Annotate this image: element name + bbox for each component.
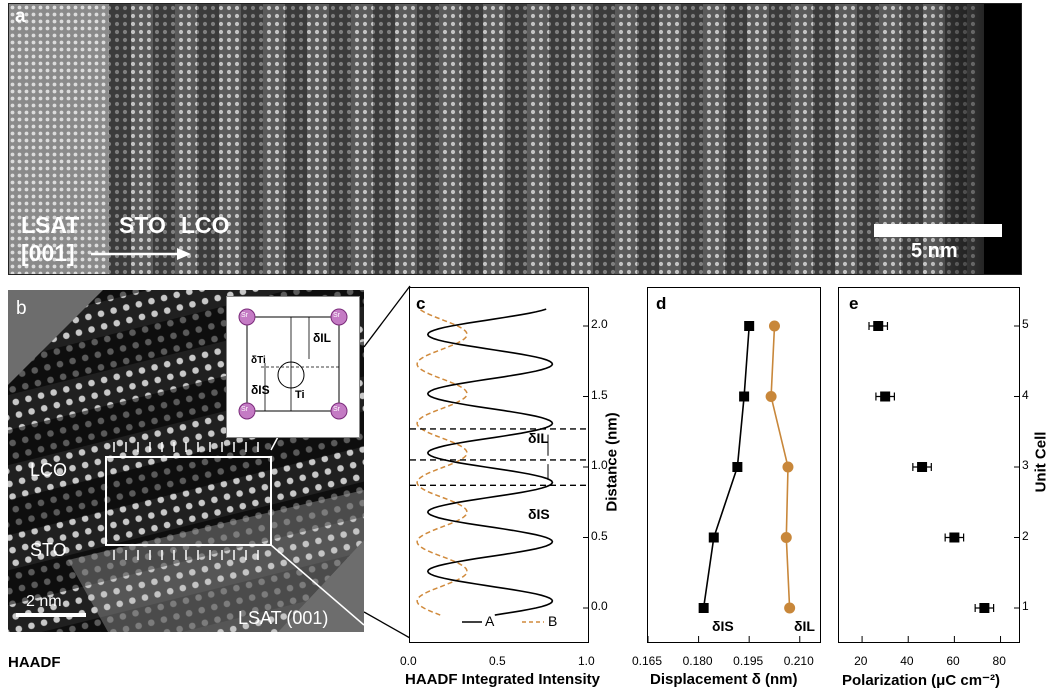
d-series-0-point-0 [698,603,709,613]
scalebar-a [874,224,1002,237]
c-xtick-0: 0.0 [400,654,417,668]
e-point-2 [917,462,928,472]
e-ylabel: Unit Cell [1032,431,1050,493]
d-legend-il: δIL [794,618,815,634]
d-series-1-point-3 [765,391,777,402]
ti-label: Ti [295,389,305,401]
label-lsat-b: LSAT (001) [238,608,329,628]
d-series-0-point-4 [744,321,755,331]
label-sto: STO [119,212,166,238]
legend-a-label: A [485,613,495,629]
panel-e-plot: e [838,287,1020,643]
d-series-0-point-1 [708,532,719,543]
d-xtick-row: 0.165 0.180 0.195 0.210 [632,654,819,670]
e-ytick-3: 4 [1022,387,1029,402]
c-xtick-1: 0.5 [489,654,506,668]
legend-a-line [462,621,482,623]
haadf-image-panel-b: b LCO STO LSAT (001) 2 nm Sr Sr Sr Sr δI… [8,290,364,632]
e-xlabel: Polarization (μC cm⁻²) [842,672,1000,689]
c-ylabel: Distance (nm) [603,412,621,512]
panel-c-letter: c [416,294,426,313]
d-series-1-point-4 [768,320,780,332]
d-series-1-point-2 [782,461,794,473]
label-sto-b: STO [30,540,67,560]
panel-d-letter: d [656,294,667,313]
d-xtick-2: 0.195 [733,654,764,668]
polarization-chart [861,321,1019,642]
zoom-lines [364,285,411,639]
d-xtick-1: 0.180 [682,654,713,668]
panel-b-caption: HAADF [8,654,61,671]
e-xtick-2: 60 [946,654,960,668]
displacement-chart [647,320,801,642]
d-xtick-0: 0.165 [632,654,663,668]
unit-cell-inset: Sr Sr Sr Sr δIL δTi δIS Ti [226,296,360,438]
c-xlabel: HAADF Integrated Intensity [405,671,601,688]
legend-b-label: B [548,613,558,629]
unit-cell-diagram [238,308,348,420]
e-ytick-2: 3 [1022,458,1029,472]
d-xtick-3: 0.210 [783,654,814,668]
c-ytick-2: 1.0 [591,458,608,472]
annotation-delta-il: δIL [528,430,549,446]
e-point-3 [880,391,891,402]
e-xtick-row: 20 40 60 80 [838,654,1018,670]
label-lsat: LSAT [21,212,80,238]
c-ytick-column: 0.0 0.5 1.0 1.5 2.0 [591,287,619,641]
series-a-line [426,308,554,616]
bottom-tick-marks [113,550,259,560]
e-point-0 [979,603,990,613]
sr-label-3: Sr [241,406,248,413]
e-ytick-0: 1 [1022,599,1029,613]
d-legend-is: δIS [712,618,734,634]
d-series-1-point-0 [784,602,796,614]
d-series-0-point-2 [732,462,743,472]
sr-label-1: Sr [241,312,248,319]
e-ytick-column: 1 2 3 4 5 [1022,287,1042,641]
panel-d-plot: d δIS δIL [647,287,821,643]
e-point-1 [949,532,960,543]
label-lco-b: LCO [30,460,68,480]
label-direction: [001] [21,240,75,266]
panel-c-plot: c δIL δIS A B [409,287,589,643]
delta-is-label: δIS [251,383,270,397]
c-ytick-1: 0.5 [591,528,608,543]
haadf-image-panel-a: a LSAT [001] STO LCO 5 nm [8,3,1022,275]
panel-a-letter: a [15,6,26,27]
e-ytick-4: 5 [1022,317,1029,331]
annotation-delta-is: δIS [528,506,550,522]
top-tick-marks [113,442,259,452]
e-xtick-1: 40 [900,654,914,668]
panel-e-letter: e [849,294,859,313]
legend-b-line [522,621,544,623]
e-xtick-3: 80 [992,654,1006,668]
c-ytick-3: 1.5 [591,387,608,402]
d-series-1-point-1 [780,532,792,543]
haadf-image-a [9,4,1021,274]
intensity-profile-chart [410,308,588,616]
e-ytick-1: 2 [1022,528,1029,543]
panel-b-letter: b [16,298,27,319]
direction-arrow-icon [91,248,191,260]
delta-il-label: δIL [313,331,331,345]
c-ytick-0: 0.0 [591,599,608,613]
sr-label-4: Sr [333,406,340,413]
c-ytick-4: 2.0 [591,317,608,331]
c-xtick-2: 1.0 [578,654,595,668]
d-series-0-point-3 [739,391,750,402]
delta-ti-label: δTi [251,355,266,366]
scalebar-b-label: 2 nm [26,593,62,610]
d-xlabel: Displacement δ (nm) [650,671,798,688]
sr-label-2: Sr [333,312,340,319]
e-point-4 [873,321,884,331]
e-xtick-0: 20 [854,654,868,668]
scalebar-a-label: 5 nm [911,240,958,262]
label-lco: LCO [181,212,230,238]
scalebar-b [16,613,86,617]
